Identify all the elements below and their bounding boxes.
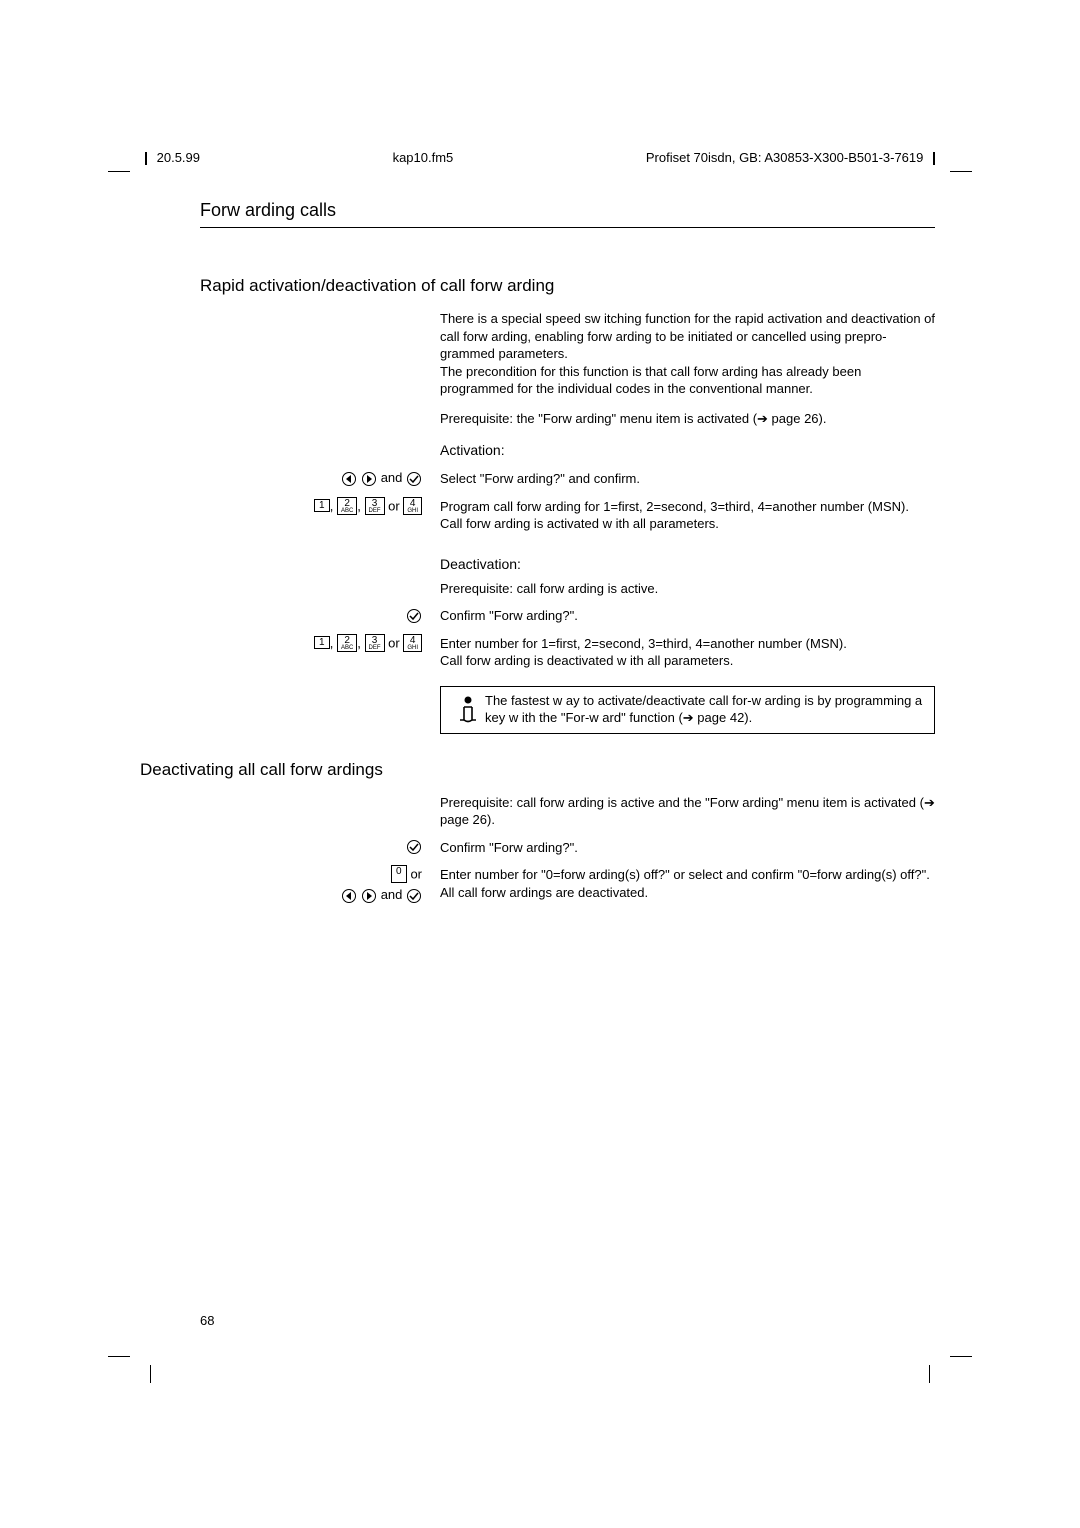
step-text: Confirm "Forw arding?". (440, 839, 935, 857)
step-keys (200, 607, 440, 624)
step-row: Confirm "Forw arding?". (200, 839, 935, 857)
crop-mark (929, 1365, 930, 1383)
page-number: 68 (200, 1313, 214, 1328)
crop-mark (150, 1365, 151, 1383)
intro-paragraph: There is a special speed sw itching func… (440, 310, 935, 398)
step-row: 1, 2ABC, 3DEF or 4GHI Program call forw … (200, 498, 935, 533)
ok-icon (406, 888, 422, 904)
running-header: 20.5.99 kap10.fm5 Profiset 70isdn, GB: A… (145, 150, 935, 165)
chapter-header: Forw arding calls (200, 200, 935, 228)
nav-right-icon (361, 888, 377, 904)
step-text: Confirm "Forw arding?". (440, 607, 935, 625)
section-heading: Rapid activation/deactivation of call fo… (200, 276, 935, 296)
note-box: The fastest w ay to activate/deactivate … (440, 686, 935, 734)
text: and (381, 470, 406, 485)
key-1: 1 (314, 636, 330, 649)
header-date: 20.5.99 (145, 150, 200, 165)
chapter-title: Forw arding calls (200, 200, 935, 221)
nav-left-icon (341, 471, 357, 487)
page: 20.5.99 kap10.fm5 Profiset 70isdn, GB: A… (0, 0, 1080, 1528)
crop-mark (108, 171, 130, 172)
step-keys: 1, 2ABC, 3DEF or 4GHI (200, 635, 440, 653)
section-heading: Deactivating all call forw ardings (140, 760, 935, 780)
content: Rapid activation/deactivation of call fo… (200, 248, 935, 904)
key-1: 1 (314, 499, 330, 512)
prerequisite: Prerequisite: call forw arding is active… (440, 580, 935, 598)
step-row: Confirm "Forw arding?". (200, 607, 935, 625)
step-keys: 0 or and (200, 866, 440, 903)
ok-icon (406, 608, 422, 624)
key-2: 2ABC (337, 634, 357, 652)
prerequisite: Prerequisite: the "Forw arding" menu ite… (440, 410, 935, 428)
key-3: 3DEF (365, 497, 385, 515)
step-row: and Select "Forw arding?" and confirm. (200, 470, 935, 488)
step-text: Enter number for "0=forw arding(s) off?"… (440, 866, 935, 901)
nav-right-icon (361, 471, 377, 487)
step-keys: and (200, 470, 440, 487)
key-3: 3DEF (365, 634, 385, 652)
divider (200, 227, 935, 228)
note-icon (451, 693, 485, 727)
prerequisite: Prerequisite: call forw arding is active… (440, 794, 935, 829)
ok-icon (406, 471, 422, 487)
note-text: The fastest w ay to activate/deactivate … (485, 693, 924, 727)
activation-heading: Activation: (440, 441, 935, 460)
key-4: 4GHI (403, 634, 422, 652)
step-row: 0 or and Enter number for "0=forw arding… (200, 866, 935, 903)
key-4: 4GHI (403, 497, 422, 515)
crop-mark (950, 171, 972, 172)
key-2: 2ABC (337, 497, 357, 515)
key-0: 0 (391, 865, 407, 883)
step-text: Select "Forw arding?" and confirm. (440, 470, 935, 488)
step-keys (200, 839, 440, 856)
crop-mark (950, 1356, 972, 1357)
nav-left-icon (341, 888, 357, 904)
header-docref: Profiset 70isdn, GB: A30853-X300-B501-3-… (646, 150, 935, 165)
header-filename: kap10.fm5 (393, 150, 454, 165)
step-text: Enter number for 1=first, 2=second, 3=th… (440, 635, 935, 670)
crop-mark (108, 1356, 130, 1357)
text: and (381, 887, 406, 902)
step-keys: 1, 2ABC, 3DEF or 4GHI (200, 498, 440, 516)
ok-icon (406, 839, 422, 855)
step-text: Program call forw arding for 1=first, 2=… (440, 498, 935, 533)
step-row: 1, 2ABC, 3DEF or 4GHI Enter number for 1… (200, 635, 935, 670)
deactivation-heading: Deactivation: (440, 555, 935, 574)
